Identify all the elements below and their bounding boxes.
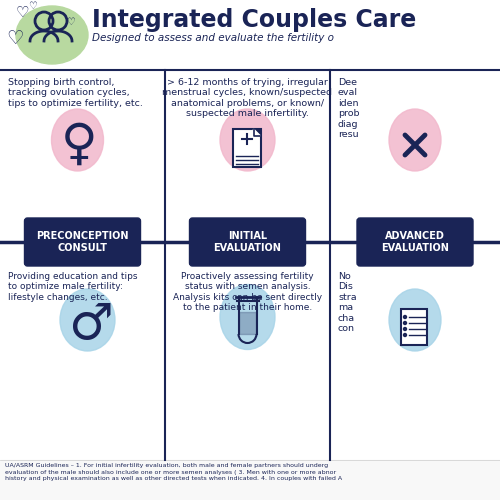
FancyBboxPatch shape <box>24 218 140 266</box>
Ellipse shape <box>220 109 275 171</box>
Ellipse shape <box>52 109 104 171</box>
FancyBboxPatch shape <box>357 218 473 266</box>
Text: ♂: ♂ <box>68 301 113 349</box>
Text: Stopping birth control,
tracking ovulation cycles,
tips to optimize fertility, e: Stopping birth control, tracking ovulati… <box>8 78 143 108</box>
Polygon shape <box>254 129 260 136</box>
Text: ♡: ♡ <box>6 28 24 48</box>
Ellipse shape <box>220 284 275 350</box>
Text: INITIAL
EVALUATION: INITIAL EVALUATION <box>214 231 282 253</box>
Circle shape <box>404 328 406 330</box>
Circle shape <box>404 334 406 336</box>
Ellipse shape <box>16 6 88 64</box>
Text: ♡: ♡ <box>28 1 36 11</box>
Circle shape <box>404 322 406 324</box>
FancyBboxPatch shape <box>401 309 427 345</box>
FancyBboxPatch shape <box>190 218 306 266</box>
Circle shape <box>404 316 406 318</box>
Text: Proactively assessing fertility
status with semen analysis.
Analysis kits can be: Proactively assessing fertility status w… <box>173 272 322 312</box>
Polygon shape <box>254 129 260 136</box>
Ellipse shape <box>60 289 115 351</box>
Text: Integrated Couples Care: Integrated Couples Care <box>92 8 416 32</box>
Ellipse shape <box>389 109 441 171</box>
Text: Designed to assess and evaluate the fertility o: Designed to assess and evaluate the fert… <box>92 33 334 43</box>
Text: No
Dis
stra
ma
cha
con: No Dis stra ma cha con <box>338 272 356 333</box>
Text: Dee
eval
iden
prob
diag
resu: Dee eval iden prob diag resu <box>338 78 359 139</box>
Text: ♡: ♡ <box>66 17 74 27</box>
Ellipse shape <box>389 289 441 351</box>
Text: ADVANCED
EVALUATION: ADVANCED EVALUATION <box>381 231 449 253</box>
Text: ♡: ♡ <box>15 4 29 20</box>
Text: ♀: ♀ <box>61 121 98 169</box>
Bar <box>0 460 500 500</box>
Text: UA/ASRM Guidelines – 1. For initial infertility evaluation, both male and female: UA/ASRM Guidelines – 1. For initial infe… <box>5 463 342 481</box>
Text: > 6-12 months of trying, irregular
menstrual cycles, known/suspected
anatomical : > 6-12 months of trying, irregular menst… <box>162 78 332 118</box>
Text: PRECONCEPTION
CONSULT: PRECONCEPTION CONSULT <box>36 231 129 253</box>
Text: Providing education and tips
to optimize male fertility:
lifestyle changes, etc.: Providing education and tips to optimize… <box>8 272 138 302</box>
FancyBboxPatch shape <box>232 129 260 167</box>
